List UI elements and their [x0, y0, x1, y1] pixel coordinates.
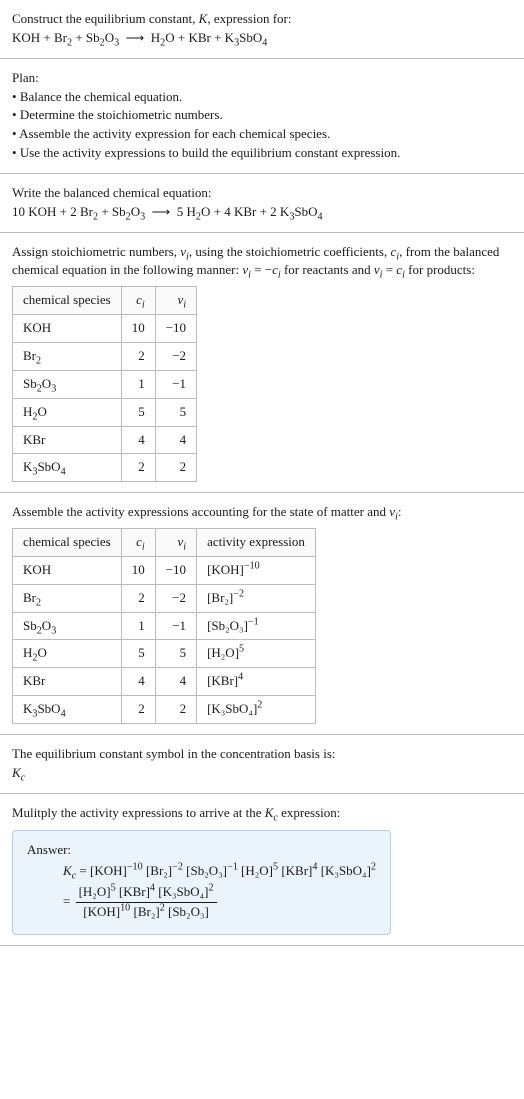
col-species: chemical species [13, 287, 122, 315]
col-nui: νi [155, 287, 196, 315]
table-row: KBr44[KBr]4 [13, 668, 316, 696]
table-row: K3SbO422[K₃SbO₄]2 [13, 696, 316, 724]
plan-section: Plan: Balance the chemical equation. Det… [0, 59, 524, 174]
col-ci: ci [121, 287, 155, 315]
answer-title: Answer: [27, 841, 376, 860]
table-row: H2O55[H₂O]5 [13, 640, 316, 668]
kc-text: The equilibrium constant symbol in the c… [12, 745, 512, 764]
assign-section: Assign stoichiometric numbers, νi, using… [0, 233, 524, 494]
balanced-section: Write the balanced chemical equation: 10… [0, 174, 524, 233]
plan-item: Determine the stoichiometric numbers. [12, 106, 512, 125]
table-header-row: chemical species ci νi activity expressi… [13, 529, 316, 557]
col-ci: ci [121, 529, 155, 557]
balanced-equation: 10 KOH + 2 Br2 + Sb2O3 ⟶ 5 H2O + 4 KBr +… [12, 203, 512, 222]
activity-section: Assemble the activity expressions accoun… [0, 493, 524, 735]
table-row: Sb2O31−1 [13, 370, 197, 398]
table-row: KBr44 [13, 426, 197, 454]
answer-line2: = [H₂O]5 [KBr]4 [K₃SbO₄]2 [KOH]10 [Br₂]2… [63, 883, 376, 922]
table-header-row: chemical species ci νi [13, 287, 197, 315]
col-nui: νi [155, 529, 196, 557]
intro-section: Construct the equilibrium constant, K, e… [0, 0, 524, 59]
intro-line1: Construct the equilibrium constant, K, e… [12, 10, 512, 29]
plan-item: Balance the chemical equation. [12, 88, 512, 107]
assign-text: Assign stoichiometric numbers, νi, using… [12, 243, 512, 281]
table-row: KOH10−10 [13, 315, 197, 343]
plan-item: Assemble the activity expression for eac… [12, 125, 512, 144]
answer-fraction: [H₂O]5 [KBr]4 [K₃SbO₄]2 [KOH]10 [Br₂]2 [… [76, 883, 217, 922]
balanced-title: Write the balanced chemical equation: [12, 184, 512, 203]
answer-section: Mulitply the activity expressions to arr… [0, 794, 524, 946]
table-row: KOH10−10[KOH]−10 [13, 556, 316, 584]
activity-table: chemical species ci νi activity expressi… [12, 528, 316, 724]
table-row: Br22−2 [13, 342, 197, 370]
answer-box: Answer: Kc = [KOH]−10 [Br₂]−2 [Sb₂O₃]−1 … [12, 830, 391, 934]
kc-section: The equilibrium constant symbol in the c… [0, 735, 524, 794]
plan-list: Balance the chemical equation. Determine… [12, 88, 512, 163]
plan-item: Use the activity expressions to build th… [12, 144, 512, 163]
col-species: chemical species [13, 529, 122, 557]
multiply-text: Mulitply the activity expressions to arr… [12, 804, 512, 823]
activity-text: Assemble the activity expressions accoun… [12, 503, 512, 522]
table-row: Sb2O31−1[Sb₂O₃]−1 [13, 612, 316, 640]
answer-line1: Kc = [KOH]−10 [Br₂]−2 [Sb₂O₃]−1 [H₂O]5 [… [63, 862, 376, 881]
table-row: H2O55 [13, 398, 197, 426]
intro-equation: KOH + Br2 + Sb2O3 ⟶ H2O + KBr + K3SbO4 [12, 29, 512, 48]
plan-title: Plan: [12, 69, 512, 88]
col-activity: activity expression [197, 529, 316, 557]
kc-symbol: Kc [12, 764, 512, 783]
stoich-table: chemical species ci νi KOH10−10 Br22−2 S… [12, 286, 197, 482]
table-row: Br22−2[Br₂]−2 [13, 584, 316, 612]
table-row: K3SbO422 [13, 454, 197, 482]
